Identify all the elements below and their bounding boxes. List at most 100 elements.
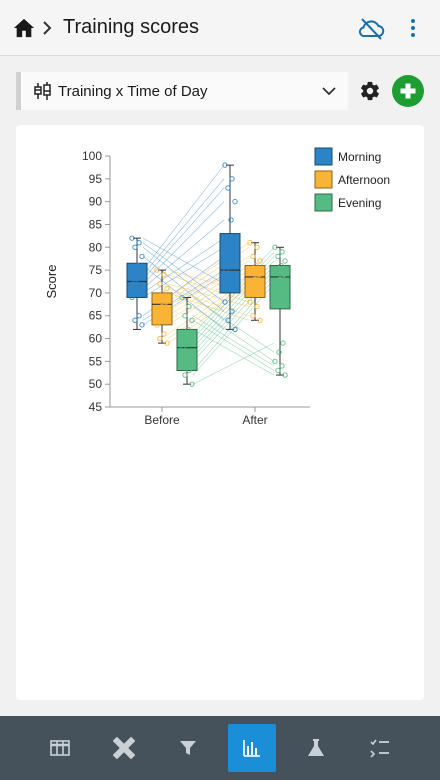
y-tick-label: 65 [89,309,103,323]
boxes [126,164,291,385]
data-point [132,317,138,323]
plus-icon [400,83,416,99]
nav-table[interactable] [36,724,84,772]
gear-icon[interactable] [359,80,381,102]
data-point [275,367,281,374]
y-tick-label: 75 [89,263,103,277]
data-point [252,276,258,282]
bottom-nav [0,716,440,780]
nav-ruler[interactable] [100,724,148,772]
box-evening [176,328,198,371]
data-point [129,294,135,301]
home-icon[interactable] [13,17,35,39]
data-point [282,372,288,378]
data-point [182,313,188,319]
data-point [275,253,281,260]
y-tick-label: 85 [89,217,103,231]
legend-swatch-morning [314,147,333,166]
boxplot-icon [34,82,51,100]
data-point [231,244,237,250]
data-point [139,322,145,328]
data-point [135,262,141,269]
paired-line [142,187,225,280]
data-point [254,303,260,310]
chart-selector[interactable]: Training x Time of Day [16,72,348,110]
data-point [223,267,229,273]
data-point [278,262,284,269]
data-point [253,262,259,269]
nav-filter[interactable] [164,724,212,772]
paired-line [192,320,275,371]
nav-checklist[interactable] [356,724,404,772]
box-morning [126,262,148,298]
data-point [222,162,228,168]
axes: 45 50 55 60 65 70 75 80 85 90 95 100 Before After Scor… [44,149,310,427]
data-point [157,281,163,287]
data-point [154,267,160,273]
data-point [248,281,254,287]
y-axis-label: Score [44,265,59,299]
chart-card: 45 50 55 60 65 70 75 80 85 90 95 100 Before After Scor… [16,125,424,700]
data-point [255,285,261,292]
y-tick-label: 60 [89,332,103,346]
filter-icon [180,741,196,755]
data-point [256,271,262,278]
data-point [232,326,238,333]
data-point [183,354,189,360]
data-point [184,340,190,346]
data-point [132,244,138,250]
data-point [161,331,167,337]
paired-line [142,178,225,275]
data-point [157,335,163,342]
nav-flask[interactable] [292,724,340,772]
paired-line [192,306,275,362]
data-point [133,290,139,296]
data-point [186,367,192,374]
box-morning [219,233,241,294]
data-point [274,267,280,273]
data-point [273,281,279,287]
data-point [156,294,162,301]
data-point [272,244,278,250]
data-point [164,340,170,346]
data-point [227,253,233,260]
data-point [224,235,230,241]
data-point [254,244,260,250]
data-point [159,303,165,310]
data-point [137,285,143,292]
chevron-right-icon [43,21,52,35]
table-icon [50,740,70,756]
page-title: Training scores [63,16,199,38]
nav-chart[interactable] [228,724,276,772]
more-vert-icon[interactable] [403,17,423,39]
add-button[interactable] [392,75,424,107]
data-point [186,303,192,310]
paired-line [142,237,225,294]
paired-lines [142,164,275,385]
data-point [158,317,164,323]
data-point [280,340,286,346]
y-tick-label: 70 [89,286,103,300]
data-point [180,344,186,351]
x-tick-label: After [242,413,267,427]
data-point [247,240,253,246]
data-point [250,313,256,319]
legend-swatch-evening [314,193,333,212]
data-point [226,281,232,287]
x-tick-label: Before [144,413,180,427]
data-point [129,235,135,241]
data-point [257,258,263,264]
y-tick-label: 100 [82,149,102,163]
y-tick-label: 95 [89,172,103,186]
box-evening [269,265,291,310]
data-point [185,326,191,333]
data-point [189,317,195,323]
data-point [249,267,255,273]
data-point [163,299,169,305]
data-point [134,276,140,282]
cloud-off-icon[interactable] [357,15,385,43]
data-point [189,381,195,387]
paired-line [142,237,225,285]
flask-icon [308,739,324,756]
data-point [136,313,142,319]
